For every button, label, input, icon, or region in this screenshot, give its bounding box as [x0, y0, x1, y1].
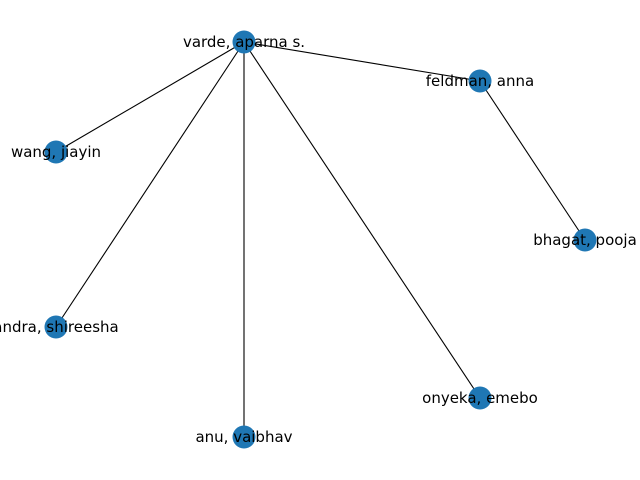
node-varde: [232, 30, 256, 54]
node-feldman: [468, 69, 492, 93]
node-label-feldman: feldman, anna: [426, 72, 534, 90]
node-label-varde: varde, aparna s.: [183, 33, 305, 51]
edge-varde-chandra: [55, 41, 245, 328]
node-chandra: [44, 315, 68, 339]
labels-layer: varde, aparna s. feldman, anna wang, jiayi…: [0, 33, 637, 446]
node-bhagat: [573, 228, 597, 252]
edges-layer: [55, 41, 586, 437]
node-label-wang: wang, jiayin: [11, 143, 101, 161]
nodes-layer: [44, 30, 597, 449]
node-wang: [44, 140, 68, 164]
node-label-onyeka: onyeka, emebo: [422, 389, 538, 407]
node-label-chandra: andra, shireesha: [0, 318, 119, 336]
edge-varde-feldman: [243, 41, 481, 82]
edge-varde-onyeka: [243, 41, 481, 399]
node-anu: [232, 425, 256, 449]
edge-feldman-bhagat: [479, 80, 586, 241]
node-label-anu: anu, vaibhav: [195, 428, 292, 446]
node-label-bhagat: bhagat, pooja: [533, 231, 637, 249]
edge-varde-wang: [55, 41, 245, 153]
node-onyeka: [468, 386, 492, 410]
